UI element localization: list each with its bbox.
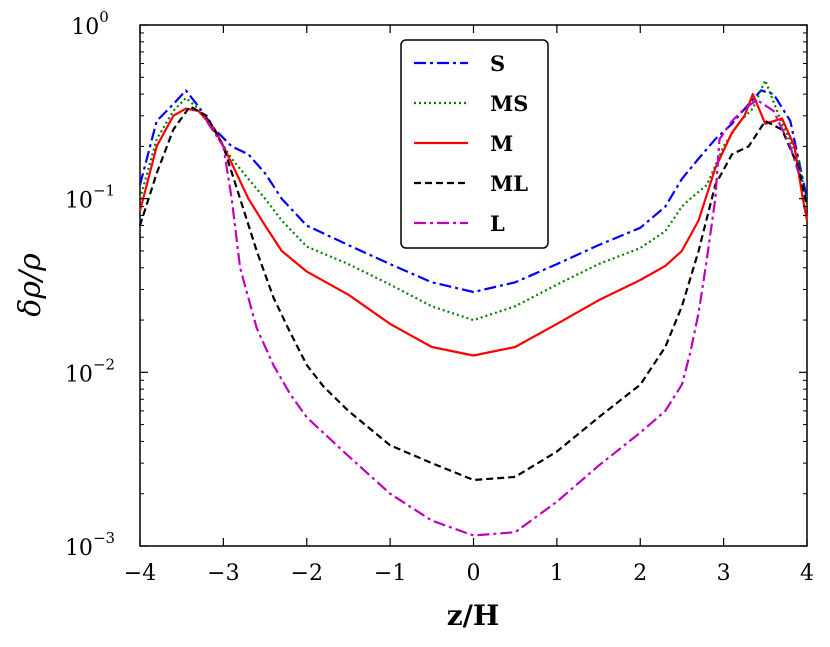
y-axis-label: δρ/ρ (13, 253, 48, 317)
x-tick-label: −3 (207, 561, 239, 586)
x-tick-label: 1 (550, 561, 564, 586)
x-ticks: −4 −3 −2 −1 0 1 2 3 4 (124, 25, 814, 586)
legend-label-m: M (490, 131, 513, 156)
legend-box (400, 39, 549, 249)
y-tick-label: 10−3 (65, 529, 115, 561)
legend-label-l: L (490, 211, 505, 236)
x-tick-label: −2 (291, 561, 323, 586)
legend: S MS M ML L (400, 39, 549, 249)
y-tick-label: 10−1 (65, 182, 115, 214)
x-tick-label: 4 (800, 561, 814, 586)
x-tick-label: −1 (374, 561, 406, 586)
legend-label-s: S (490, 51, 505, 76)
x-axis-label: z/H (447, 599, 500, 632)
y-tick-label: 100 (71, 8, 109, 40)
y-tick-label: 10−2 (65, 355, 115, 387)
series-layer (138, 79, 809, 537)
x-tick-label: 0 (467, 561, 481, 586)
legend-label-ms: MS (490, 91, 528, 116)
x-tick-label: 2 (633, 561, 647, 586)
legend-label-ml: ML (490, 171, 528, 196)
x-tick-label: −4 (124, 561, 156, 586)
x-tick-label: 3 (717, 561, 731, 586)
series-line-l (205, 98, 800, 537)
y-ticks: 100 10−1 10−2 10−3 (65, 8, 807, 561)
